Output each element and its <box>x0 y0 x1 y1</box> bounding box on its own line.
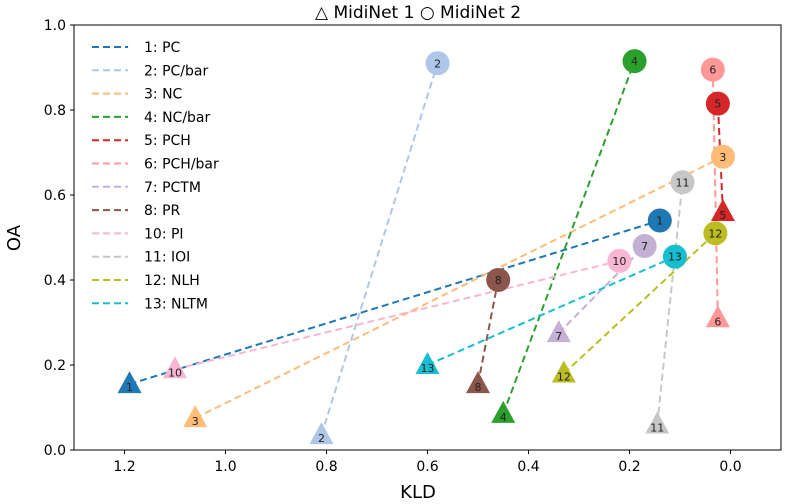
legend-label-11: 11: IOI <box>144 250 190 266</box>
y-tick-label: 1.0 <box>44 18 66 34</box>
midinet1-label-12: 12 <box>557 371 571 384</box>
x-axis-title: KLD <box>400 482 436 503</box>
midinet1-label-10: 10 <box>168 366 182 379</box>
midinet1-triangle-6 <box>705 305 730 328</box>
midinet2-label-5: 5 <box>714 98 721 111</box>
series-line-2 <box>320 62 439 436</box>
midinet2-circle-10 <box>607 248 632 273</box>
midinet2-label-10: 10 <box>612 255 626 268</box>
midinet1-label-4: 4 <box>500 411 507 424</box>
y-ticks: 0.0 0.2 0.4 0.6 0.8 1.0 <box>44 18 74 459</box>
x-tick-label: 0.8 <box>315 459 337 475</box>
y-tick-label: 0.0 <box>44 443 66 459</box>
midinet1-triangle-3 <box>183 405 208 428</box>
legend-label-8: 8: PR <box>144 203 181 219</box>
midinet1-triangle-13 <box>415 352 440 374</box>
legend-label-13: 13: NLTM <box>144 296 208 312</box>
legend-label-12: 12: NLH <box>144 273 200 289</box>
midinet1-label-11: 11 <box>650 422 664 435</box>
series-line-5 <box>716 103 724 213</box>
midinet1-label-7: 7 <box>555 330 562 343</box>
y-tick-label: 0.8 <box>44 103 66 119</box>
series-line-10 <box>174 259 620 371</box>
midinet1-triangle-7 <box>546 320 571 343</box>
series-line-13 <box>427 255 676 366</box>
midinet1-label-5: 5 <box>719 209 726 222</box>
legend-label-4: 4: NC/bar <box>144 110 211 126</box>
midinet2-circle-4 <box>622 49 647 74</box>
y-axis: 0.0 0.2 0.4 0.6 0.8 1.0 OA <box>4 18 74 459</box>
series-line-4 <box>502 60 636 415</box>
x-axis: 1.2 1.0 0.8 0.6 0.4 0.2 0.0 KLD <box>113 450 742 503</box>
legend: 1: PC 2: PC/bar 3: NC 4: NC/bar 5: PCH 6: PCH… <box>92 40 219 312</box>
legend-label-1: 1: PC <box>144 40 181 56</box>
midinet2-circle-11 <box>670 170 695 195</box>
midinet2-label-11: 11 <box>676 176 690 189</box>
series-line-8 <box>477 279 500 385</box>
midinet1-label-8: 8 <box>475 381 482 394</box>
midinet2-circle-2 <box>425 51 450 76</box>
midinet2-circle-13 <box>662 244 687 269</box>
x-tick-label: 0.4 <box>517 459 539 475</box>
midinet2-label-8: 8 <box>495 274 502 287</box>
midinet2-circle-8 <box>486 268 511 292</box>
midinet2-circle-7 <box>632 234 657 258</box>
x-tick-label: 1.2 <box>113 459 135 475</box>
x-tick-label: 0.0 <box>719 459 741 475</box>
series-line-11 <box>656 182 684 425</box>
midinet2-label-13: 13 <box>668 251 682 264</box>
x-tick-label: 0.6 <box>416 459 438 475</box>
plot-frame <box>73 24 782 451</box>
midinet1-label-13: 13 <box>421 362 435 375</box>
midinet2-circle-1 <box>647 208 672 233</box>
midinet2-label-3: 3 <box>719 151 726 164</box>
legend-label-6: 6: PCH/bar <box>144 157 219 173</box>
midinet1-triangle-5 <box>710 199 735 221</box>
y-tick-label: 0.4 <box>44 273 66 289</box>
series-line-3 <box>194 155 724 420</box>
midinet2-label-7: 7 <box>641 240 648 253</box>
midinet1-triangle-11 <box>645 411 670 434</box>
midinet2-label-1: 1 <box>656 215 663 228</box>
y-axis-title: OA <box>4 224 25 251</box>
legend-label-2: 2: PC/bar <box>144 63 208 79</box>
midinet1-triangle-12 <box>551 360 576 383</box>
midinet1-label-1: 1 <box>126 381 133 394</box>
x-tick-label: 0.2 <box>618 459 640 475</box>
midinet1-label-2: 2 <box>318 432 325 445</box>
midinet2-circle-3 <box>710 144 735 169</box>
y-tick-label: 0.2 <box>44 358 66 374</box>
midinet1-triangle-10 <box>163 356 187 379</box>
midinet1-label-3: 3 <box>192 415 199 428</box>
x-ticks: 1.2 1.0 0.8 0.6 0.4 0.2 0.0 <box>113 450 742 475</box>
midinet2-label-4: 4 <box>631 55 638 68</box>
legend-label-7: 7: PCTM <box>144 180 201 196</box>
legend-label-10: 10: PI <box>144 226 184 242</box>
legend-label-5: 5: PCH <box>144 133 191 149</box>
chart-title: △ MidiNet 1 ○ MidiNet 2 <box>315 3 521 23</box>
legend-label-3: 3: NC <box>144 87 183 103</box>
series-line-6 <box>711 69 719 319</box>
midinet2-label-2: 2 <box>434 57 441 70</box>
midinet1-triangle-4 <box>491 400 516 423</box>
midinet2-circle-5 <box>705 91 730 116</box>
midinet1-triangle-8 <box>466 371 490 394</box>
midinet2-circle-6 <box>700 57 725 82</box>
midinet1-triangle-1 <box>117 371 142 394</box>
series-line-12 <box>563 232 717 375</box>
midinet1-label-6: 6 <box>714 315 721 328</box>
x-tick-label: 1.0 <box>214 459 236 475</box>
series-line-1 <box>129 219 661 386</box>
midinet1-triangle-2 <box>309 422 334 445</box>
y-tick-label: 0.6 <box>44 188 66 204</box>
midinet2-circle-12 <box>703 221 728 246</box>
midinet2-label-6: 6 <box>709 64 716 77</box>
midinet2-label-12: 12 <box>708 227 722 240</box>
